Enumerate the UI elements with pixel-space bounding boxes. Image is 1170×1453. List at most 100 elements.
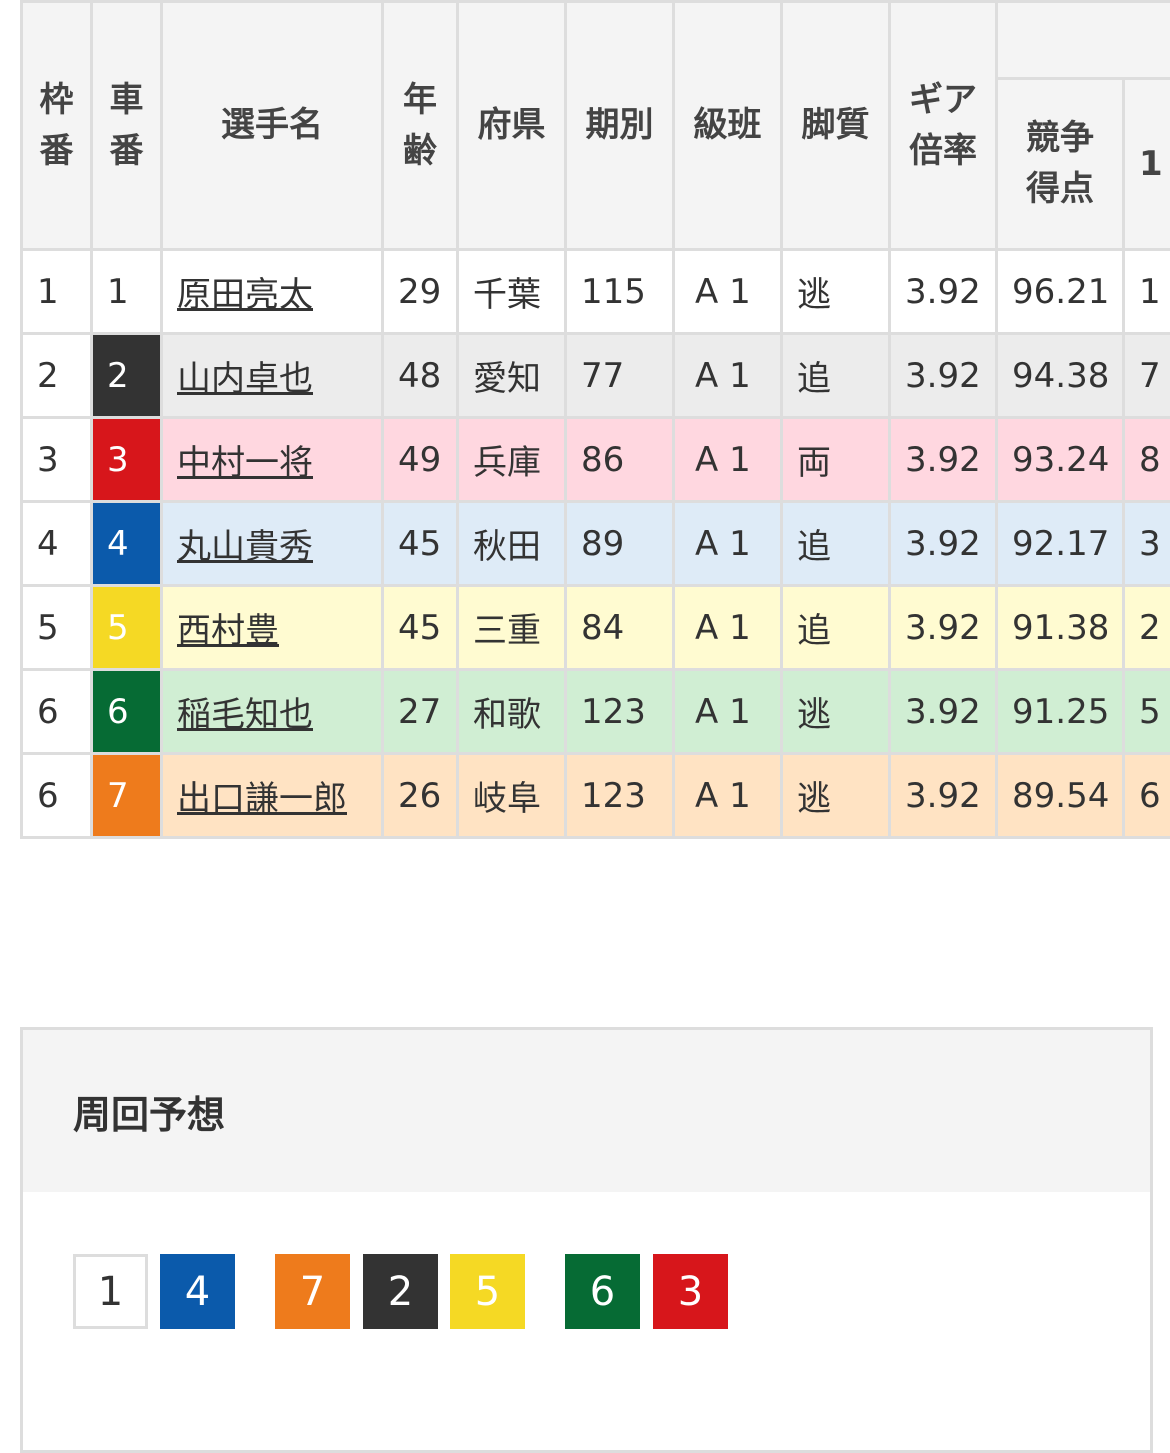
rider-name-cell: 稲毛知也 bbox=[162, 670, 383, 754]
term-cell: 123 bbox=[566, 670, 674, 754]
class-cell: A 1 bbox=[674, 502, 782, 586]
header-gear: ギア倍率 bbox=[890, 2, 997, 250]
gear-cell: 3.92 bbox=[890, 502, 997, 586]
car-number-cell: 3 bbox=[92, 418, 162, 502]
lap-box-5: 5 bbox=[450, 1254, 525, 1329]
style-cell: 追 bbox=[782, 586, 890, 670]
score-cell: 89.54 bbox=[997, 754, 1124, 838]
score-cell: 96.21 bbox=[997, 250, 1124, 334]
class-cell: A 1 bbox=[674, 334, 782, 418]
prefecture-cell: 千葉 bbox=[458, 250, 566, 334]
rider-name-cell: 原田亮太 bbox=[162, 250, 383, 334]
prefecture-cell: 三重 bbox=[458, 586, 566, 670]
header-group bbox=[997, 2, 1170, 79]
gear-cell: 3.92 bbox=[890, 586, 997, 670]
prefecture-cell: 兵庫 bbox=[458, 418, 566, 502]
rider-name-link[interactable]: 稲毛知也 bbox=[177, 695, 313, 735]
waku-cell: 4 bbox=[22, 502, 92, 586]
prefecture-cell: 秋田 bbox=[458, 502, 566, 586]
rider-name-link[interactable]: 西村豊 bbox=[177, 611, 279, 651]
waku-cell: 1 bbox=[22, 250, 92, 334]
car-number-cell: 4 bbox=[92, 502, 162, 586]
score-cell: 94.38 bbox=[997, 334, 1124, 418]
style-cell: 両 bbox=[782, 418, 890, 502]
style-cell: 逃 bbox=[782, 250, 890, 334]
waku-cell: 6 bbox=[22, 754, 92, 838]
age-cell: 48 bbox=[383, 334, 458, 418]
lap-box-7: 7 bbox=[275, 1254, 350, 1329]
lap-box-3: 3 bbox=[653, 1254, 728, 1329]
class-cell: A 1 bbox=[674, 754, 782, 838]
waku-cell: 3 bbox=[22, 418, 92, 502]
car-number-cell: 1 bbox=[92, 250, 162, 334]
extra-cell: 2 bbox=[1124, 586, 1170, 670]
extra-cell: 3 bbox=[1124, 502, 1170, 586]
score-cell: 91.25 bbox=[997, 670, 1124, 754]
car-number-cell: 6 bbox=[92, 670, 162, 754]
rider-name-cell: 出口謙一郎 bbox=[162, 754, 383, 838]
lap-box-1: 1 bbox=[73, 1254, 148, 1329]
score-cell: 92.17 bbox=[997, 502, 1124, 586]
age-cell: 26 bbox=[383, 754, 458, 838]
waku-cell: 6 bbox=[22, 670, 92, 754]
score-cell: 93.24 bbox=[997, 418, 1124, 502]
lap-box-4: 4 bbox=[160, 1254, 235, 1329]
class-cell: A 1 bbox=[674, 418, 782, 502]
rider-name-link[interactable]: 山内卓也 bbox=[177, 359, 313, 399]
term-cell: 77 bbox=[566, 334, 674, 418]
lap-box-2: 2 bbox=[363, 1254, 438, 1329]
style-cell: 追 bbox=[782, 502, 890, 586]
age-cell: 27 bbox=[383, 670, 458, 754]
lap-prediction-title: 周回予想 bbox=[23, 1030, 1150, 1192]
term-cell: 89 bbox=[566, 502, 674, 586]
rider-name-cell: 西村豊 bbox=[162, 586, 383, 670]
style-cell: 追 bbox=[782, 334, 890, 418]
style-cell: 逃 bbox=[782, 670, 890, 754]
car-number-cell: 5 bbox=[92, 586, 162, 670]
class-cell: A 1 bbox=[674, 586, 782, 670]
score-cell: 91.38 bbox=[997, 586, 1124, 670]
rider-name-cell: 丸山貴秀 bbox=[162, 502, 383, 586]
prefecture-cell: 岐阜 bbox=[458, 754, 566, 838]
header-style: 脚質 bbox=[782, 2, 890, 250]
rider-name-cell: 中村一将 bbox=[162, 418, 383, 502]
extra-cell: 1 bbox=[1124, 250, 1170, 334]
term-cell: 86 bbox=[566, 418, 674, 502]
gear-cell: 3.92 bbox=[890, 418, 997, 502]
header-name: 選手名 bbox=[162, 2, 383, 250]
header-waku: 枠番 bbox=[22, 2, 92, 250]
rider-name-link[interactable]: 原田亮太 bbox=[177, 275, 313, 315]
age-cell: 45 bbox=[383, 586, 458, 670]
gear-cell: 3.92 bbox=[890, 754, 997, 838]
header-sha: 車番 bbox=[92, 2, 162, 250]
header-term: 期別 bbox=[566, 2, 674, 250]
age-cell: 49 bbox=[383, 418, 458, 502]
car-number-cell: 2 bbox=[92, 334, 162, 418]
rider-name-link[interactable]: 出口謙一郎 bbox=[177, 779, 347, 819]
rider-name-link[interactable]: 丸山貴秀 bbox=[177, 527, 313, 567]
car-number-cell: 7 bbox=[92, 754, 162, 838]
header-score: 競争得点 bbox=[997, 79, 1124, 250]
lap-box-6: 6 bbox=[565, 1254, 640, 1329]
class-cell: A 1 bbox=[674, 250, 782, 334]
header-age: 年齢 bbox=[383, 2, 458, 250]
age-cell: 45 bbox=[383, 502, 458, 586]
header-extra: 1 bbox=[1124, 79, 1170, 250]
term-cell: 115 bbox=[566, 250, 674, 334]
term-cell: 84 bbox=[566, 586, 674, 670]
rider-name-link[interactable]: 中村一将 bbox=[177, 443, 313, 483]
gear-cell: 3.92 bbox=[890, 334, 997, 418]
extra-cell: 8 bbox=[1124, 418, 1170, 502]
prefecture-cell: 愛知 bbox=[458, 334, 566, 418]
class-cell: A 1 bbox=[674, 670, 782, 754]
